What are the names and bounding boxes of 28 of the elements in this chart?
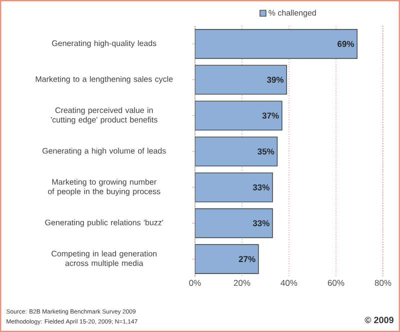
x-tick-label: 60%: [328, 280, 344, 286]
x-tick-label: 40%: [280, 280, 298, 286]
bar: [195, 29, 358, 59]
y-tick-label: Marketing to a lengthening sales cycle: [36, 76, 173, 84]
x-tick-label: 80%: [374, 280, 392, 286]
data-label: 37%: [262, 112, 279, 119]
data-label: 39%: [266, 76, 284, 83]
text: © 2009: [364, 316, 394, 324]
data-label: 69%: [338, 40, 354, 47]
bar: [195, 136, 278, 166]
x-tick-label: 0%: [189, 280, 201, 286]
bar: [195, 100, 282, 131]
y-tick-label: Creating perceived value in 'cutting edge' product benefits: [50, 107, 158, 124]
y-tick-label: Generating public relations 'buzz': [45, 219, 164, 227]
bar: [195, 208, 273, 238]
data-label: 33%: [252, 184, 270, 190]
y-tick-label: Marketing to growing number of people in the buying process: [48, 178, 160, 196]
y-tick-label: Generating high-quality leads: [52, 40, 156, 48]
bar: [195, 244, 259, 274]
y-tick-label: Generating a high volume of leads: [42, 148, 166, 156]
y-tick-label: Competing in lead generation across multiple media: [52, 250, 157, 268]
legend-label: % challenged: [268, 10, 316, 18]
data-label: 33%: [252, 220, 270, 226]
x-tick-label: 20%: [234, 280, 250, 286]
data-label: 27%: [238, 256, 256, 262]
bar: [195, 172, 273, 202]
data-label: 35%: [258, 148, 274, 155]
bar: [195, 64, 288, 95]
